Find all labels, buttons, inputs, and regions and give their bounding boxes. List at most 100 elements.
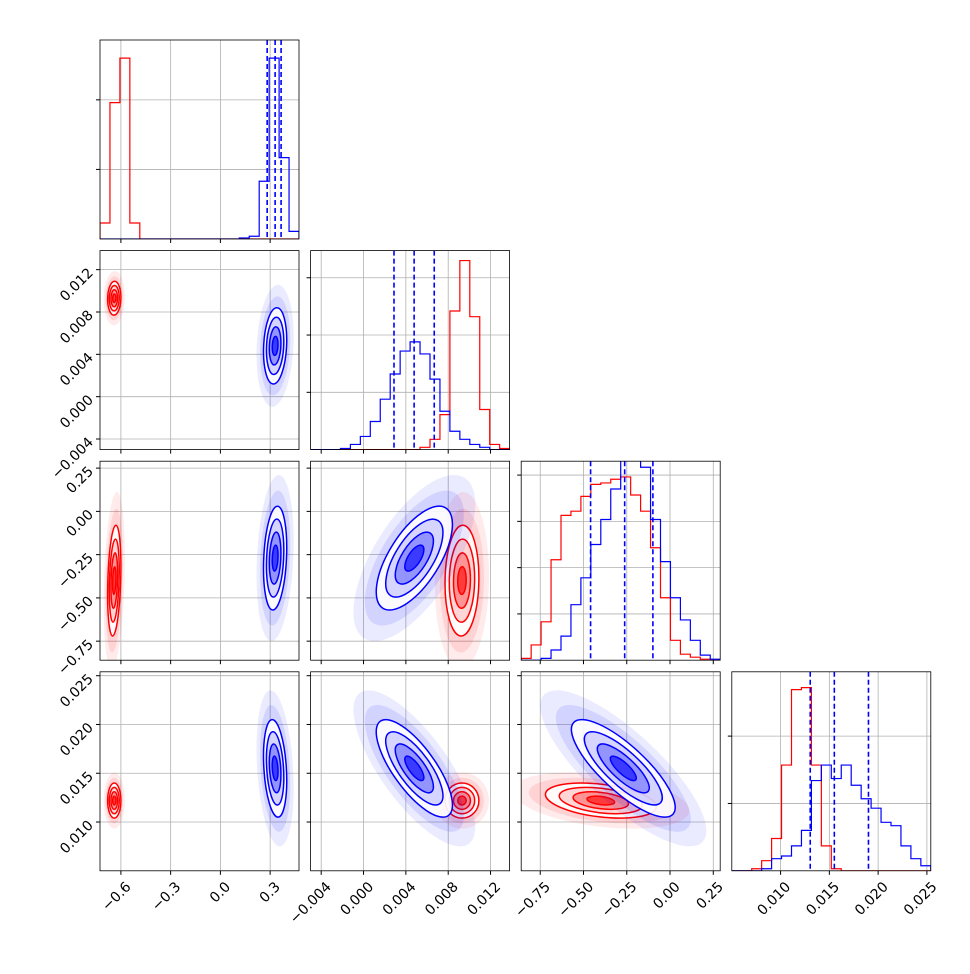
y-tick-label: 0.015: [57, 769, 97, 809]
histogram: [521, 461, 721, 661]
contour: [271, 544, 279, 572]
contour: [385, 518, 444, 598]
y-tick-label: 0.00: [63, 507, 96, 540]
panel-frame: [310, 460, 511, 661]
contour: [596, 743, 651, 794]
contour: [394, 531, 435, 585]
x-tick-label: 0.3: [257, 879, 284, 906]
y-tick-label: 0.012: [57, 265, 97, 305]
panel-frame: [731, 671, 932, 872]
x-tick-label: 0.000: [337, 879, 377, 919]
y-tick-label: 0.010: [57, 818, 97, 858]
contour: [108, 786, 120, 815]
contour: [110, 289, 119, 308]
density-fill: [457, 566, 467, 595]
contour: [452, 552, 472, 610]
x-tick-label: 0.010: [755, 879, 795, 919]
contour: [110, 791, 119, 811]
contour: [456, 795, 467, 806]
x-tick-label: −0.75: [512, 879, 554, 921]
histogram: [310, 259, 510, 450]
contour: [444, 524, 480, 637]
contour: [265, 731, 285, 806]
contour: [572, 791, 630, 811]
contour: [271, 335, 279, 357]
contour: [108, 284, 120, 312]
x-tick-label: −0.3: [149, 879, 184, 914]
density-fill: [404, 756, 424, 781]
contour: [262, 307, 288, 385]
panel: [310, 671, 510, 871]
y-tick-label: 0.004: [57, 350, 97, 390]
contour: [404, 544, 425, 572]
x-tick-label: 0.25: [694, 879, 727, 912]
x-tick-label: 0.012: [464, 879, 504, 919]
x-tick-label: −0.25: [599, 879, 641, 921]
contour: [108, 538, 120, 623]
y-tick-label: 0.020: [57, 720, 97, 760]
contour: [456, 566, 467, 596]
x-tick-label: 0.0: [207, 879, 234, 906]
contour: [110, 552, 119, 610]
panel: [310, 461, 510, 661]
contour: [268, 531, 282, 585]
panel-frame: [99, 250, 300, 451]
contour: [385, 731, 444, 806]
histogram: [731, 764, 931, 871]
panel: [521, 671, 721, 871]
contour: [265, 518, 285, 598]
contour: [106, 524, 122, 637]
panel-frame: [520, 460, 721, 661]
x-tick-label: 0.004: [380, 879, 420, 919]
x-tick-label: 0.008: [422, 879, 462, 919]
contour: [609, 755, 638, 782]
contour: [265, 316, 285, 376]
contour: [268, 326, 282, 366]
contour: [570, 718, 676, 818]
contour: [111, 566, 117, 596]
x-tick-label: 0.00: [650, 879, 683, 912]
contour: [111, 293, 117, 304]
panel: [310, 250, 510, 450]
contour: [111, 795, 117, 806]
density-fill: [404, 545, 424, 572]
density-fill: [272, 336, 279, 356]
contour: [586, 795, 616, 806]
y-tick-label: 0.000: [57, 392, 97, 432]
contour: [375, 718, 454, 818]
contour: [262, 718, 288, 818]
x-tick-label: 0.025: [901, 879, 941, 919]
y-tick-label: 0.008: [57, 308, 97, 348]
contour: [268, 743, 282, 794]
contour: [262, 505, 288, 611]
panel: [100, 671, 299, 871]
y-tick-label: 0.025: [57, 671, 97, 711]
panel: [100, 461, 299, 661]
contour: [583, 731, 663, 806]
contour: [106, 280, 122, 316]
panel-frame: [99, 39, 300, 240]
panel: [521, 461, 721, 661]
x-tick-label: 0.020: [852, 879, 892, 919]
histogram: [731, 687, 931, 871]
panel-frame: [99, 671, 300, 872]
panel-frame: [310, 671, 511, 872]
contour: [448, 538, 476, 623]
density-fill: [457, 796, 467, 805]
contour: [452, 791, 472, 811]
density-fill: [610, 756, 637, 781]
contour: [375, 505, 454, 611]
panel: [100, 250, 299, 450]
x-tick-label: −0.004: [287, 879, 335, 927]
x-tick-label: −0.50: [555, 879, 597, 921]
panel: [731, 671, 931, 871]
panel-frame: [310, 250, 511, 451]
y-tick-label: −0.25: [55, 550, 97, 592]
histogram: [100, 57, 299, 239]
contour: [271, 755, 279, 782]
y-tick-label: −0.75: [55, 637, 97, 679]
histogram: [100, 57, 299, 239]
y-tick-label: −0.50: [55, 593, 97, 635]
contour: [394, 743, 435, 794]
